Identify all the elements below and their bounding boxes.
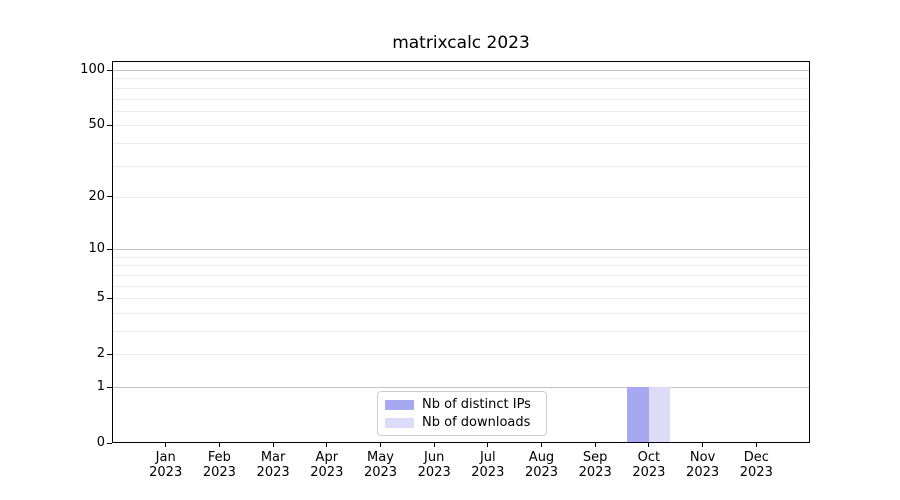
gridline-minor-9: [113, 256, 809, 258]
gridline-minor-2: [113, 354, 809, 356]
gridline-minor-3: [113, 331, 809, 332]
x-tick-label-aug: Aug 2023: [524, 450, 559, 480]
legend-item-distinct-ips: Nb of distinct IPs: [385, 397, 538, 412]
x-tick-may: [380, 443, 381, 447]
legend-label-downloads: Nb of downloads: [422, 415, 531, 430]
gridline-minor-90: [113, 78, 809, 80]
x-tick-sep: [594, 443, 596, 447]
x-tick-oct: [648, 443, 650, 447]
x-tick-label-sep: Sep 2023: [578, 450, 612, 480]
y-tick-label-100: 100: [80, 62, 105, 77]
chart-title: matrixcalc 2023: [392, 33, 530, 53]
legend-swatch-downloads-icon: [385, 417, 414, 428]
gridline-minor-70: [113, 98, 809, 100]
gridline-minor-80: [113, 87, 809, 89]
x-tick-apr: [326, 443, 328, 447]
gridline-minor-8: [113, 265, 809, 267]
bar-nb-of-downloads-oct: [648, 387, 671, 442]
x-tick-jun: [433, 443, 435, 447]
y-tick-label-20: 20: [88, 188, 105, 204]
plot-area: [112, 61, 810, 443]
y-tick-0: [107, 442, 112, 444]
x-tick-nov: [702, 443, 704, 447]
y-tick-5: [107, 297, 112, 299]
y-tick-label-50: 50: [88, 117, 105, 133]
gridline-major-10: [113, 249, 809, 251]
y-tick-label-2: 2: [96, 346, 105, 362]
y-tick-label-5: 5: [96, 290, 105, 306]
x-tick-label-jan: Jan 2023: [149, 450, 183, 480]
gridline-minor-5: [113, 298, 809, 300]
legend: Nb of distinct IPs Nb of downloads: [377, 391, 547, 436]
gridline-major-100: [113, 70, 809, 71]
gridline-minor-20: [113, 196, 809, 198]
gridline-minor-40: [113, 142, 809, 144]
x-tick-jan: [165, 443, 167, 447]
gridline-minor-30: [113, 165, 809, 167]
x-tick-label-nov: Nov 2023: [686, 450, 720, 480]
y-tick-20: [107, 196, 112, 198]
x-tick-label-mar: Mar 2023: [256, 450, 290, 480]
x-tick-label-jun: Jun 2023: [417, 450, 451, 480]
x-tick-label-dec: Dec 2023: [739, 450, 773, 480]
gridline-minor-6: [113, 285, 809, 287]
x-tick-mar: [272, 443, 274, 447]
gridline-minor-7: [113, 274, 809, 276]
x-tick-label-jul: Jul 2023: [471, 450, 505, 480]
x-tick-label-may: May 2023: [363, 450, 398, 480]
gridline-minor-60: [113, 110, 809, 112]
y-tick-10: [107, 248, 112, 250]
y-tick-1: [107, 386, 112, 388]
x-tick-label-oct: Oct 2023: [632, 450, 666, 480]
y-tick-50: [107, 124, 112, 126]
y-tick-100: [107, 69, 112, 71]
x-tick-dec: [755, 443, 757, 447]
bar-nb-of-distinct-ips-oct: [627, 387, 649, 442]
legend-label-distinct-ips: Nb of distinct IPs: [422, 397, 531, 412]
x-tick-label-feb: Feb 2023: [202, 450, 236, 480]
x-tick-feb: [218, 443, 220, 447]
y-tick-label-0: 0: [96, 435, 105, 450]
x-tick-label-apr: Apr 2023: [310, 450, 344, 480]
y-tick-2: [107, 353, 112, 355]
gridline-minor-4: [113, 312, 809, 314]
x-tick-jul: [487, 443, 489, 447]
gridline-major-1: [113, 387, 809, 388]
gridline-minor-50: [113, 125, 809, 127]
y-tick-label-10: 10: [88, 241, 105, 257]
x-tick-aug: [541, 443, 542, 447]
legend-item-downloads: Nb of downloads: [385, 415, 538, 430]
legend-swatch-distinct-ips-icon: [385, 399, 414, 410]
y-tick-label-1: 1: [96, 379, 105, 394]
